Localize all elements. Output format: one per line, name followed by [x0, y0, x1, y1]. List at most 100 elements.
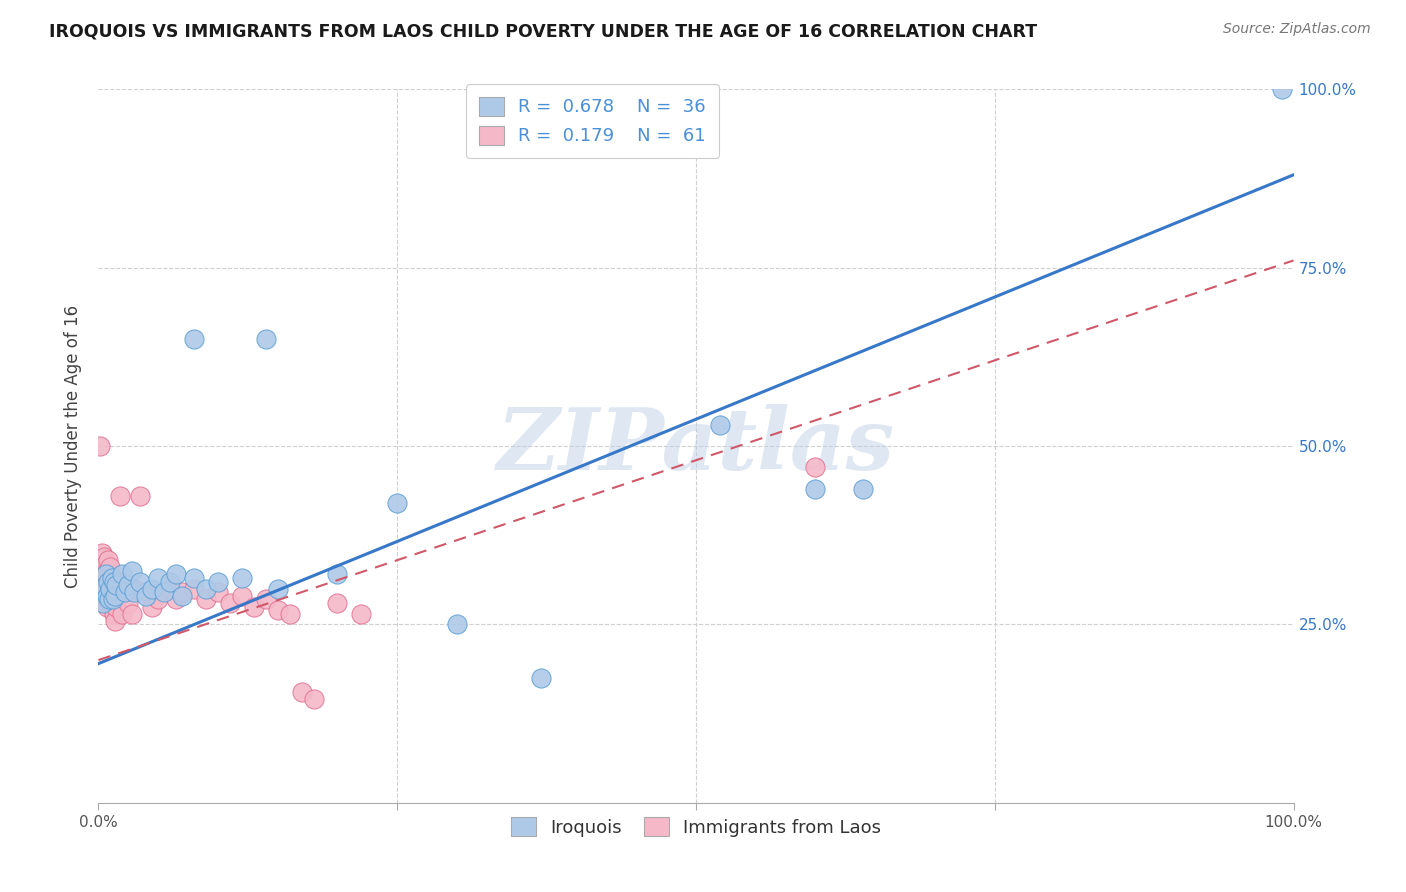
Point [98, 585, 121, 599]
Point [148, 592, 170, 607]
Point [91, 582, 114, 596]
Text: Source: ZipAtlas.com: Source: ZipAtlas.com [1223, 22, 1371, 37]
Point [254, 332, 277, 346]
Point [104, 592, 127, 607]
Point [165, 592, 187, 607]
Point [91, 546, 114, 560]
Point [97, 574, 120, 589]
Point [90, 585, 112, 599]
Point [1271, 82, 1294, 96]
Point [278, 607, 301, 621]
Point [172, 589, 194, 603]
Point [100, 571, 122, 585]
Point [183, 571, 205, 585]
Point [172, 585, 194, 599]
Point [804, 482, 827, 496]
Point [195, 592, 218, 607]
Legend: Iroquois, Immigrants from Laos: Iroquois, Immigrants from Laos [503, 809, 889, 844]
Point [159, 582, 181, 596]
Point [243, 599, 266, 614]
Point [117, 596, 139, 610]
Point [219, 596, 242, 610]
Point [104, 589, 127, 603]
Point [103, 585, 125, 599]
Point [135, 585, 157, 599]
Point [105, 578, 128, 592]
Point [104, 614, 127, 628]
Point [100, 571, 122, 585]
Point [94, 567, 117, 582]
Point [100, 589, 122, 603]
Point [183, 332, 205, 346]
Point [98, 560, 122, 574]
Point [101, 592, 124, 607]
Point [446, 617, 468, 632]
Point [183, 582, 205, 596]
Point [302, 692, 325, 706]
Point [129, 489, 152, 503]
Point [93, 549, 115, 564]
Point [291, 685, 314, 699]
Text: IROQUOIS VS IMMIGRANTS FROM LAOS CHILD POVERTY UNDER THE AGE OF 16 CORRELATION C: IROQUOIS VS IMMIGRANTS FROM LAOS CHILD P… [49, 22, 1038, 40]
Y-axis label: Child Poverty Under the Age of 16: Child Poverty Under the Age of 16 [65, 304, 83, 588]
Point [267, 603, 290, 617]
Point [165, 567, 187, 582]
Point [530, 671, 553, 685]
Point [91, 582, 114, 596]
Point [93, 585, 115, 599]
Point [195, 582, 218, 596]
Point [101, 599, 124, 614]
Point [96, 582, 118, 596]
Point [114, 585, 136, 599]
Point [98, 596, 122, 610]
Point [101, 578, 124, 592]
Point [96, 564, 118, 578]
Point [97, 592, 120, 607]
Point [121, 564, 143, 578]
Point [326, 567, 349, 582]
Point [103, 574, 125, 589]
Point [103, 607, 125, 621]
Point [153, 585, 176, 599]
Point [121, 607, 143, 621]
Point [96, 599, 118, 614]
Point [111, 607, 134, 621]
Point [96, 589, 118, 603]
Point [852, 482, 875, 496]
Point [108, 489, 131, 503]
Point [97, 553, 120, 567]
Point [89, 439, 111, 453]
Point [326, 596, 349, 610]
Point [159, 574, 181, 589]
Point [94, 596, 117, 610]
Point [231, 571, 253, 585]
Point [97, 574, 120, 589]
Point [207, 574, 229, 589]
Point [231, 589, 253, 603]
Point [124, 585, 146, 599]
Point [94, 574, 117, 589]
Point [91, 596, 114, 610]
Point [804, 460, 827, 475]
Point [129, 574, 152, 589]
Point [350, 607, 373, 621]
Point [385, 496, 409, 510]
Point [94, 557, 117, 571]
Point [117, 578, 139, 592]
Point [141, 582, 163, 596]
Point [98, 592, 121, 607]
Point [141, 599, 163, 614]
Point [98, 567, 121, 582]
Point [267, 582, 290, 596]
Point [254, 592, 277, 607]
Point [124, 582, 146, 596]
Point [114, 585, 136, 599]
Point [207, 585, 229, 599]
Point [709, 417, 731, 432]
Point [105, 599, 128, 614]
Point [98, 582, 122, 596]
Point [91, 571, 114, 585]
Point [91, 553, 114, 567]
Point [111, 567, 134, 582]
Point [111, 574, 134, 589]
